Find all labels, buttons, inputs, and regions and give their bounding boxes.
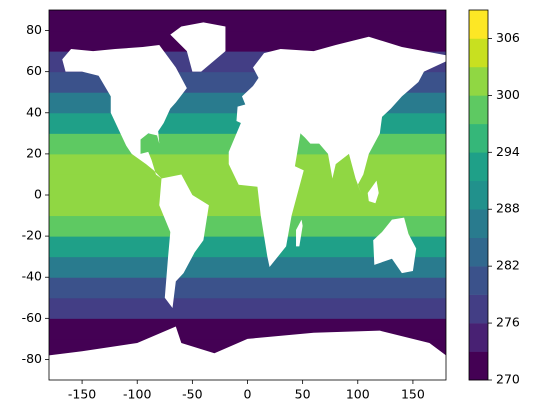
colorbar-tick-label: 288 — [496, 201, 520, 216]
x-tick-label: -150 — [68, 387, 96, 402]
colorbar-tick-label: 306 — [496, 30, 520, 45]
temperature-band — [49, 297, 446, 319]
temperature-band — [49, 195, 446, 217]
antarctica — [49, 326, 446, 380]
borneo — [367, 180, 379, 204]
y-tick-label: 60 — [26, 63, 42, 78]
x-tick-label: -100 — [123, 387, 151, 402]
y-tick-label: -20 — [22, 228, 42, 243]
x-tick-label: -50 — [182, 387, 202, 402]
south-america — [159, 174, 209, 309]
temperature-band — [49, 256, 446, 278]
colorbar-frame — [468, 9, 489, 381]
colorbar-tick-label: 300 — [496, 87, 520, 102]
land — [49, 22, 446, 380]
australia — [373, 217, 417, 274]
colorbar-band — [469, 66, 488, 96]
x-tick-label: 100 — [346, 387, 370, 402]
y-tick-label: -40 — [22, 269, 42, 284]
colorbar-band — [469, 237, 488, 267]
eurasia-africa — [228, 36, 446, 267]
greenland — [170, 22, 226, 72]
y-tick-label: 40 — [26, 104, 42, 119]
colorbar-tick-label: 282 — [496, 258, 520, 273]
colorbar-band — [469, 266, 488, 295]
y-tick-label: 80 — [26, 22, 42, 37]
colorbar-band — [469, 38, 488, 68]
colorbar-band — [469, 152, 488, 182]
north-america — [62, 44, 187, 179]
y-tick-label: -60 — [22, 310, 42, 325]
colorbar-tick-label: 276 — [496, 315, 520, 330]
colorbar-band — [469, 10, 488, 39]
colorbar-band — [469, 123, 488, 153]
colorbar-tick-label: 270 — [496, 372, 520, 387]
y-tick-label: 20 — [26, 145, 42, 160]
colorbar-band — [469, 351, 488, 381]
y-tick-label: -80 — [22, 351, 42, 366]
colorbar-band — [469, 294, 488, 324]
temperature-band — [49, 236, 446, 258]
colorbar-band — [469, 209, 488, 238]
x-tick-label: 0 — [244, 387, 252, 402]
y-tick-label: 0 — [34, 187, 42, 202]
temperature-band — [49, 215, 446, 237]
colorbar — [469, 10, 488, 381]
x-tick-label: 50 — [295, 387, 311, 402]
x-tick-label: 150 — [401, 387, 425, 402]
temperature-band — [49, 277, 446, 299]
colorbar-tick-label: 294 — [496, 144, 520, 159]
madagascar — [296, 219, 303, 247]
colorbar-band — [469, 95, 488, 125]
temperature-band — [49, 10, 446, 32]
colorbar-band — [469, 323, 488, 352]
colorbar-band — [469, 180, 488, 210]
